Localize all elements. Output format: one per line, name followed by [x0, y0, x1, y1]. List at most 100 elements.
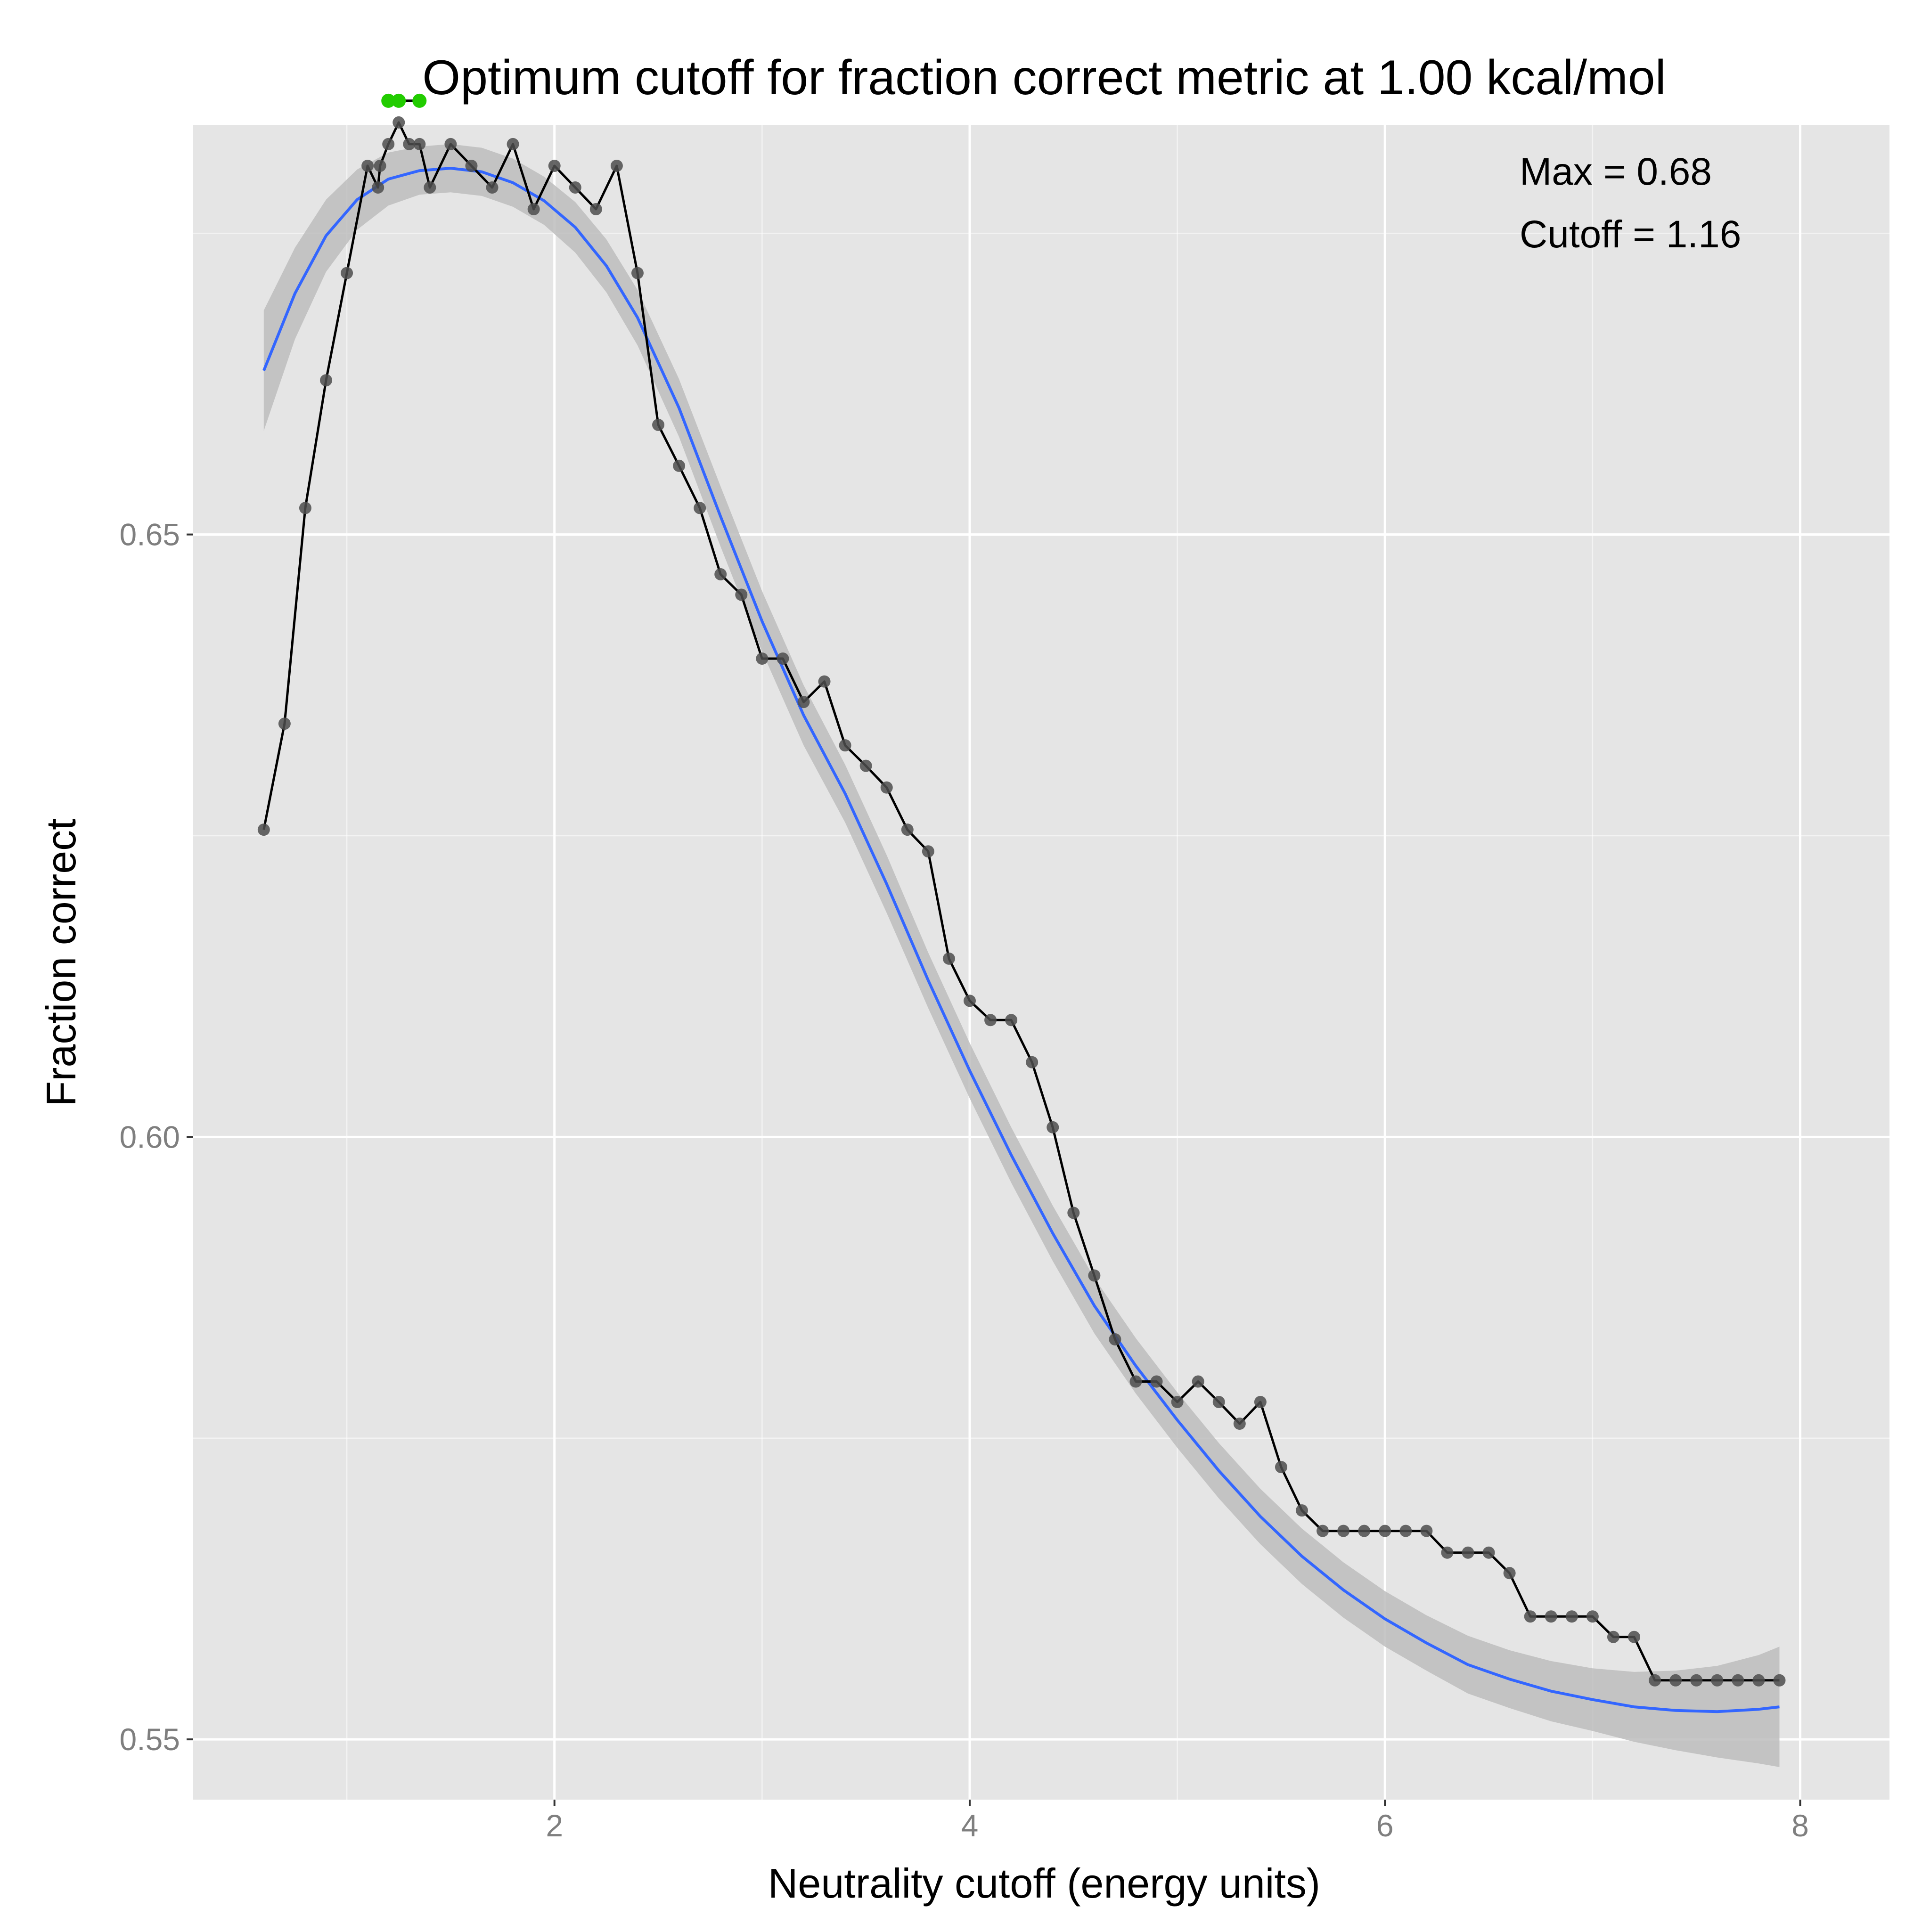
data-point	[1379, 1524, 1391, 1537]
max-point	[392, 93, 406, 108]
minor-gridlines	[193, 125, 1889, 1800]
data-point	[1088, 1269, 1101, 1282]
data-point	[1482, 1546, 1495, 1559]
data-point	[361, 159, 374, 172]
x-tick-label: 6	[1376, 1808, 1394, 1843]
data-point	[984, 1014, 997, 1027]
data-point	[1275, 1461, 1287, 1474]
data-point	[465, 159, 478, 172]
data-point	[424, 181, 436, 194]
data-point	[527, 203, 540, 216]
data-point	[1399, 1524, 1412, 1537]
data-point	[374, 159, 386, 172]
max-point	[412, 93, 427, 108]
data-point	[1358, 1524, 1371, 1537]
annotation-max: Max = 0.68	[1520, 150, 1712, 193]
data-point	[1503, 1567, 1516, 1580]
data-point	[942, 952, 955, 965]
data-point	[1254, 1396, 1267, 1409]
data-point	[610, 159, 623, 172]
data-point	[382, 138, 395, 150]
data-point	[257, 823, 270, 836]
data-point	[714, 568, 727, 580]
data-point	[507, 138, 519, 150]
data-point	[1150, 1375, 1163, 1388]
data-point	[413, 138, 426, 150]
data-point	[1026, 1056, 1039, 1068]
data-point	[1773, 1674, 1786, 1687]
data-point	[1462, 1546, 1474, 1559]
data-point	[1005, 1014, 1018, 1027]
data-point	[1565, 1610, 1578, 1623]
data-point	[1524, 1610, 1537, 1623]
x-axis-title: Neutrality cutoff (energy units)	[768, 1860, 1320, 1907]
data-point	[1317, 1524, 1329, 1537]
data-point	[818, 675, 831, 688]
data-point	[278, 717, 291, 730]
data-point	[1690, 1674, 1703, 1687]
data-point	[299, 502, 311, 514]
data-point	[1171, 1396, 1184, 1409]
data-point	[548, 159, 561, 172]
data-point	[859, 759, 872, 772]
y-axis-title: Fraction correct	[38, 818, 84, 1106]
data-point	[486, 181, 499, 194]
data-point	[1669, 1674, 1682, 1687]
data-point	[922, 845, 934, 858]
data-point	[444, 138, 457, 150]
data-point	[1067, 1206, 1080, 1219]
data-point	[673, 459, 686, 472]
data-point	[1732, 1674, 1744, 1687]
data-point	[1192, 1375, 1204, 1388]
y-tick-label: 0.55	[120, 1722, 180, 1757]
data-point	[393, 116, 405, 129]
tick-labels: 2 4 6 8 0.55 0.60 0.65	[120, 517, 1809, 1843]
x-tick-label: 2	[546, 1808, 563, 1843]
data-point	[735, 588, 748, 601]
data-series-line	[262, 121, 1780, 1682]
data-point	[1420, 1524, 1433, 1537]
major-gridlines	[193, 125, 1889, 1800]
x-tick-label: 4	[961, 1808, 979, 1843]
data-point	[1047, 1121, 1059, 1133]
data-point	[694, 502, 706, 514]
data-point	[839, 739, 851, 752]
data-point	[756, 652, 769, 665]
axis-ticks	[187, 533, 1801, 1806]
data-point	[1212, 1396, 1225, 1409]
data-point	[1109, 1333, 1121, 1346]
data-point	[1586, 1610, 1599, 1623]
data-point	[1337, 1524, 1350, 1537]
data-line-layer	[262, 121, 1780, 1682]
data-point	[631, 267, 644, 279]
data-point	[1441, 1546, 1454, 1559]
data-point	[880, 781, 893, 794]
data-point	[1295, 1504, 1308, 1517]
data-point	[1233, 1418, 1246, 1430]
max-points-layer	[381, 93, 427, 108]
y-tick-label: 0.65	[120, 517, 180, 552]
data-point	[797, 696, 810, 709]
data-point	[589, 203, 602, 216]
data-point	[1628, 1630, 1641, 1643]
data-point	[652, 418, 665, 431]
data-point	[372, 181, 384, 194]
data-points-layer	[257, 116, 1786, 1687]
data-point	[901, 823, 914, 836]
chart-title: Optimum cutoff for fraction correct metr…	[422, 50, 1666, 105]
data-point	[777, 652, 789, 665]
x-tick-label: 8	[1791, 1808, 1809, 1843]
data-point	[320, 374, 333, 387]
annotation-cutoff: Cutoff = 1.16	[1520, 213, 1741, 256]
data-point	[1711, 1674, 1724, 1687]
data-point	[403, 138, 416, 150]
plot-panel	[193, 125, 1889, 1800]
max-point	[381, 93, 396, 108]
data-point	[1129, 1375, 1142, 1388]
y-tick-label: 0.60	[120, 1119, 180, 1154]
data-point	[1649, 1674, 1661, 1687]
data-point	[963, 995, 976, 1007]
data-point	[569, 181, 581, 194]
data-point	[1545, 1610, 1557, 1623]
